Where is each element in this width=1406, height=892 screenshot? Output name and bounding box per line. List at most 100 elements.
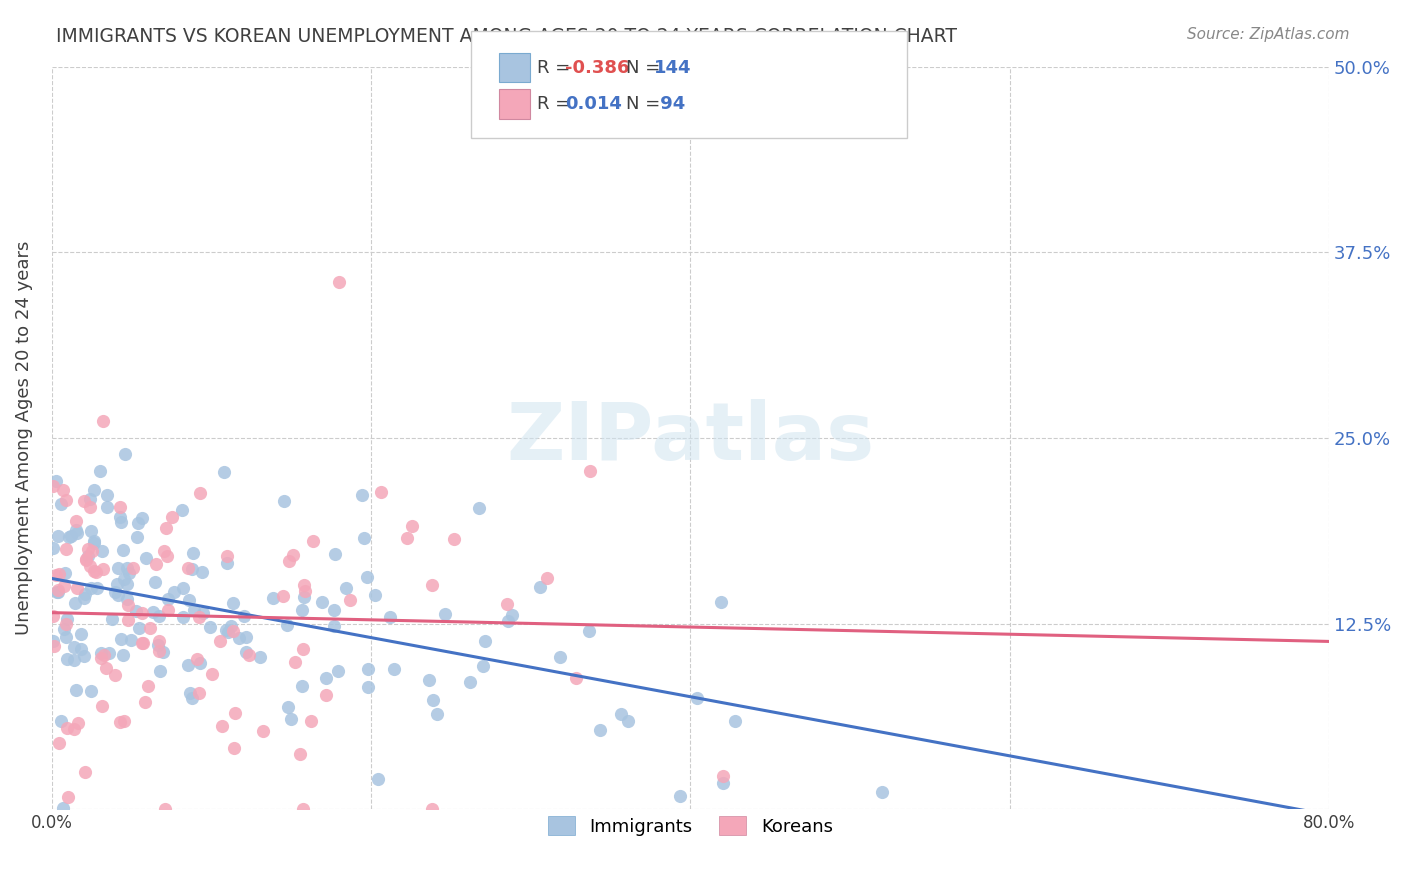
Point — [152, 645, 174, 659]
Point — [233, 609, 256, 624]
Point — [315, 688, 337, 702]
Point — [277, 700, 299, 714]
Text: 0.014: 0.014 — [565, 95, 621, 113]
Point — [83, 536, 105, 550]
Point — [90, 544, 112, 558]
Point — [443, 532, 465, 546]
Point — [118, 566, 141, 581]
Point — [66, 582, 89, 596]
Text: IMMIGRANTS VS KOREAN UNEMPLOYMENT AMONG AGES 20 TO 24 YEARS CORRELATION CHART: IMMIGRANTS VS KOREAN UNEMPLOYMENT AMONG … — [56, 27, 957, 45]
Point — [73, 649, 96, 664]
Point — [420, 802, 443, 816]
Point — [395, 532, 418, 546]
Point — [273, 589, 295, 603]
Point — [89, 464, 111, 478]
Point — [110, 510, 132, 524]
Point — [131, 636, 153, 650]
Point — [90, 699, 112, 714]
Point — [426, 707, 449, 722]
Point — [172, 581, 194, 595]
Point — [145, 557, 167, 571]
Point — [79, 500, 101, 514]
Point — [228, 632, 250, 646]
Point — [80, 581, 103, 595]
Point — [578, 624, 600, 639]
Point — [529, 581, 551, 595]
Point — [153, 544, 176, 558]
Point — [115, 560, 138, 574]
Point — [80, 524, 103, 539]
Point — [211, 719, 233, 733]
Point — [262, 591, 284, 605]
Point — [112, 648, 135, 662]
Point — [60, 529, 83, 543]
Point — [142, 605, 165, 619]
Point — [252, 724, 274, 739]
Point — [107, 588, 129, 602]
Point — [55, 492, 77, 507]
Point — [48, 529, 70, 543]
Point — [134, 695, 156, 709]
Point — [378, 610, 401, 624]
Point — [108, 500, 131, 515]
Point — [157, 592, 180, 607]
Point — [155, 802, 177, 816]
Point — [132, 636, 155, 650]
Point — [112, 714, 135, 728]
Point — [56, 612, 79, 626]
Point — [90, 646, 112, 660]
Point — [292, 578, 315, 592]
Point — [235, 645, 257, 659]
Point — [292, 641, 315, 656]
Point — [181, 562, 204, 576]
Point — [49, 714, 72, 729]
Point — [110, 632, 132, 647]
Point — [323, 619, 346, 633]
Point — [291, 679, 314, 693]
Text: ZIPatlas: ZIPatlas — [506, 399, 875, 477]
Point — [90, 651, 112, 665]
Point — [201, 666, 224, 681]
Point — [433, 607, 456, 621]
Point — [76, 549, 98, 563]
Point — [70, 641, 93, 656]
Point — [292, 590, 315, 604]
Point — [91, 414, 114, 428]
Point — [273, 494, 295, 508]
Point — [56, 722, 79, 736]
Point — [80, 544, 103, 558]
Point — [58, 530, 80, 544]
Point — [66, 526, 89, 541]
Point — [177, 592, 200, 607]
Point — [46, 582, 69, 597]
Point — [96, 488, 118, 502]
Point — [101, 612, 124, 626]
Point — [52, 801, 75, 815]
Point — [536, 571, 558, 585]
Point — [221, 624, 243, 638]
Point — [222, 596, 245, 610]
Point — [669, 789, 692, 803]
Point — [370, 484, 392, 499]
Point — [401, 518, 423, 533]
Text: 94: 94 — [654, 95, 685, 113]
Text: N =: N = — [626, 95, 665, 113]
Point — [120, 632, 142, 647]
Point — [357, 681, 380, 695]
Point — [52, 579, 75, 593]
Point — [183, 603, 205, 617]
Point — [73, 494, 96, 508]
Point — [222, 741, 245, 756]
Point — [55, 541, 77, 556]
Point — [86, 581, 108, 595]
Point — [73, 765, 96, 780]
Point — [280, 712, 302, 726]
Point — [710, 595, 733, 609]
Point — [45, 584, 67, 599]
Point — [724, 714, 747, 728]
Point — [179, 685, 201, 699]
Point — [148, 609, 170, 624]
Point — [56, 789, 79, 804]
Point — [42, 541, 65, 556]
Point — [550, 650, 572, 665]
